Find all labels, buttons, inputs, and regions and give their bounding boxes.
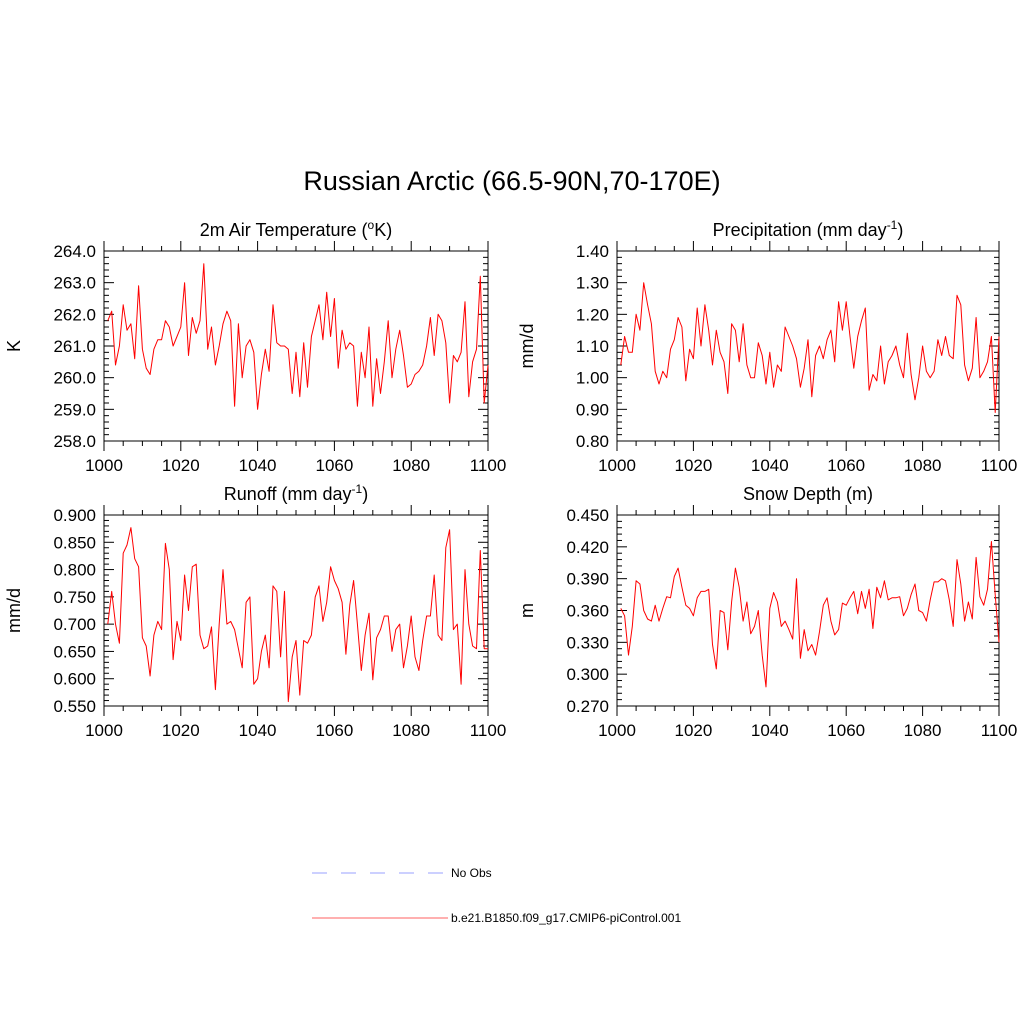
- x-tick-label: 1020: [674, 721, 712, 740]
- x-tick-label: 1020: [162, 721, 200, 740]
- plot-frame: [103, 514, 489, 707]
- y-axis-label: K: [4, 340, 24, 352]
- panel-title-end: ): [362, 484, 368, 504]
- y-tick-label: 258.0: [53, 432, 96, 451]
- y-tick-label: 0.700: [53, 615, 96, 634]
- x-tick-label: 1080: [392, 456, 430, 475]
- x-tick-label: 1020: [674, 456, 712, 475]
- panel-title: 2m Air Temperature (oK): [200, 218, 392, 240]
- panel-title: Precipitation (mm day-1): [713, 218, 904, 240]
- y-tick-label: 0.550: [53, 697, 96, 716]
- panel-title: Runoff (mm day-1): [224, 482, 368, 504]
- y-tick-label: 1.30: [576, 274, 609, 293]
- x-tick-label: 1060: [827, 721, 865, 740]
- y-tick-label: 0.800: [53, 561, 96, 580]
- x-tick-label: 1000: [598, 721, 636, 740]
- y-axis-label: m: [517, 603, 537, 618]
- panel-title-superscript: -1: [887, 218, 898, 232]
- series-line-1: [107, 527, 488, 703]
- panel-title-text: 2m Air Temperature (: [200, 220, 368, 240]
- chart-panel-4: Snow Depth (m) m 0.270 0.300 0.330 0.360 0.390…: [517, 484, 1017, 740]
- x-tick-label: 1100: [470, 721, 507, 740]
- x-tick-label: 1080: [904, 721, 942, 740]
- panel-title-text: Snow Depth (m): [743, 484, 873, 504]
- panel-title-end: ): [897, 220, 903, 240]
- plot-frame: [103, 250, 489, 442]
- y-tick-label: 0.850: [53, 533, 96, 552]
- x-tick-label: 1060: [315, 721, 353, 740]
- y-tick-label: 259.0: [53, 400, 96, 419]
- y-tick-label: 0.360: [566, 602, 609, 621]
- y-tick-label: 0.80: [576, 432, 609, 451]
- panel-title: Snow Depth (m): [743, 484, 873, 504]
- panel-title-superscript: -1: [352, 482, 363, 496]
- y-tick-label: 0.300: [566, 665, 609, 684]
- series-line-1: [620, 282, 1000, 413]
- y-tick-label: 260.0: [53, 369, 96, 388]
- x-tick-label: 1060: [315, 456, 353, 475]
- y-axis-label: mm/d: [517, 324, 537, 369]
- y-tick-label: 262.0: [53, 305, 96, 324]
- y-tick-label: 263.0: [53, 274, 96, 293]
- y-tick-label: 1.00: [576, 369, 609, 388]
- x-tick-label: 1080: [904, 456, 942, 475]
- plot-frame: [616, 514, 1000, 707]
- y-tick-label: 261.0: [53, 337, 96, 356]
- series-line-1: [620, 541, 1000, 688]
- x-tick-label: 1040: [239, 721, 277, 740]
- chart-panel-2: Precipitation (mm day-1) mm/d 0.80 0.90 1.00…: [517, 218, 1017, 475]
- x-tick-label: 1100: [981, 456, 1018, 475]
- y-tick-label: 0.270: [566, 697, 609, 716]
- x-tick-label: 1000: [85, 456, 123, 475]
- panel-title-text: Runoff (mm day: [224, 484, 352, 504]
- chart-panel-3: Runoff (mm day-1) mm/d 0.550 0.600 0.650 0.70…: [4, 482, 506, 740]
- figure-title: Russian Arctic (66.5-90N,70-170E): [303, 166, 721, 196]
- x-tick-label: 1040: [751, 721, 789, 740]
- y-axis-label: mm/d: [4, 588, 24, 633]
- y-tick-label: 0.90: [576, 400, 609, 419]
- y-tick-label: 0.390: [566, 570, 609, 589]
- x-tick-label: 1040: [239, 456, 277, 475]
- x-tick-label: 1100: [470, 456, 507, 475]
- panel-title-superscript: o: [368, 218, 375, 232]
- y-tick-label: 0.330: [566, 633, 609, 652]
- x-tick-label: 1000: [85, 721, 123, 740]
- series-line-1: [107, 263, 489, 410]
- y-tick-label: 0.420: [566, 538, 609, 557]
- y-tick-label: 1.40: [576, 242, 609, 261]
- y-tick-label: 1.10: [576, 337, 609, 356]
- chart-panel-1: 2m Air Temperature (oK) K 258.0 259.0 260.0 2…: [4, 218, 506, 475]
- x-tick-label: 1020: [162, 456, 200, 475]
- y-tick-label: 0.750: [53, 588, 96, 607]
- panel-title-end: K): [374, 220, 392, 240]
- y-tick-label: 1.20: [576, 305, 609, 324]
- x-tick-label: 1060: [827, 456, 865, 475]
- x-tick-label: 1100: [981, 721, 1018, 740]
- x-tick-label: 1000: [598, 456, 636, 475]
- x-tick-label: 1040: [751, 456, 789, 475]
- panel-title-text: Precipitation (mm day: [713, 220, 887, 240]
- y-tick-label: 0.450: [566, 506, 609, 525]
- y-tick-label: 264.0: [53, 242, 96, 261]
- y-tick-label: 0.600: [53, 670, 96, 689]
- x-tick-label: 1080: [392, 721, 430, 740]
- y-tick-label: 0.900: [53, 506, 96, 525]
- y-tick-label: 0.650: [53, 642, 96, 661]
